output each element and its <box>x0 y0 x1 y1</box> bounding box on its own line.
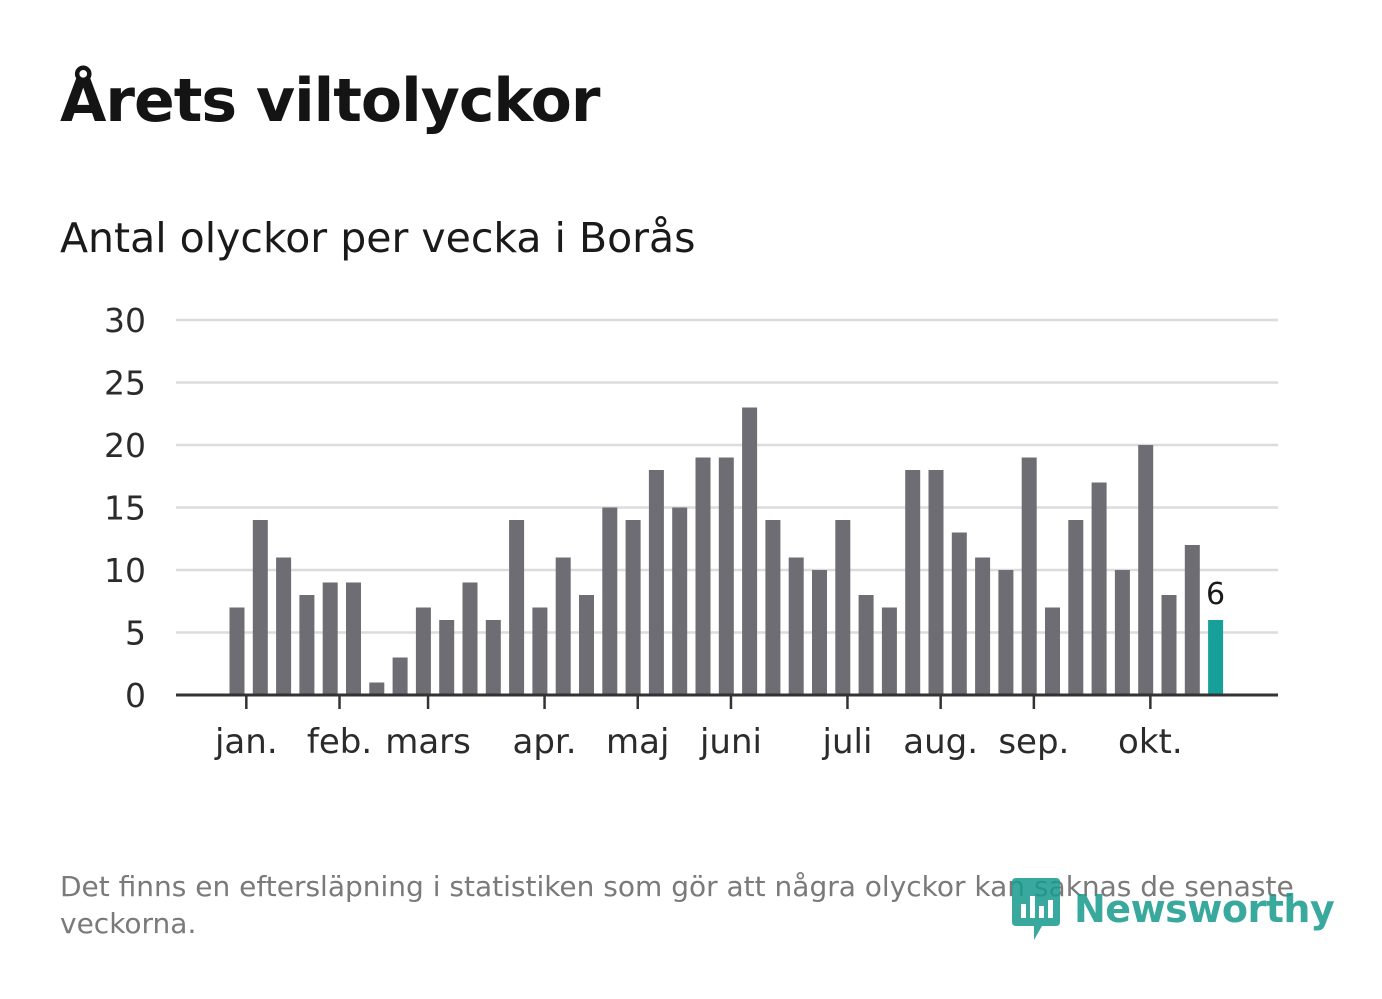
x-tick-label: aug. <box>903 722 978 762</box>
bar <box>672 507 688 695</box>
bar <box>835 520 851 695</box>
bar <box>718 457 734 695</box>
x-tick-label: juli <box>822 722 873 762</box>
bar <box>532 607 548 695</box>
bar <box>648 470 664 695</box>
newsworthy-logo-icon <box>1012 878 1060 940</box>
bar <box>439 620 455 695</box>
x-axis-ticks: jan. feb. mars apr. maj juni juli aug. sep. okt. <box>214 695 1183 762</box>
bar <box>485 620 501 695</box>
bar <box>998 570 1014 695</box>
chart-title: Årets viltolyckor <box>60 66 600 136</box>
bar <box>625 520 641 695</box>
chart-subtitle: Antal olyckor per vecka i Borås <box>60 214 696 262</box>
bar <box>788 557 804 695</box>
brand-name: Newsworthy <box>1074 887 1335 931</box>
bars <box>229 407 1224 695</box>
x-tick-label: okt. <box>1118 722 1183 762</box>
bar <box>299 595 315 695</box>
y-axis-ticks: 0 5 10 15 20 25 30 <box>104 301 146 715</box>
bar <box>579 595 594 695</box>
bar <box>602 507 618 695</box>
bar <box>928 470 944 695</box>
y-tick-label: 20 <box>104 426 146 465</box>
bar <box>346 582 361 695</box>
last-value-label: 6 <box>1206 577 1225 612</box>
bar <box>252 520 268 695</box>
y-tick-label: 5 <box>125 614 146 653</box>
bar <box>369 682 385 695</box>
bar <box>858 595 874 695</box>
data-labels: 6 <box>1206 577 1225 612</box>
bar <box>509 520 525 695</box>
bar <box>695 457 711 695</box>
x-tick-label: apr. <box>513 722 577 762</box>
bar <box>1138 445 1154 695</box>
bar <box>1184 545 1200 695</box>
bar <box>951 532 967 695</box>
x-tick-label: jan. <box>214 722 278 762</box>
bar <box>462 582 478 695</box>
bar <box>322 582 338 695</box>
bar-highlight <box>1208 620 1224 695</box>
bar <box>392 657 408 695</box>
y-tick-label: 10 <box>104 551 146 590</box>
bar <box>975 557 991 695</box>
bar <box>1045 607 1060 695</box>
x-tick-label: maj <box>606 722 669 762</box>
bar <box>742 407 758 695</box>
bar <box>1114 570 1130 695</box>
bar <box>1021 457 1037 695</box>
bar <box>905 470 921 695</box>
brand-logo: Newsworthy <box>1010 876 1335 942</box>
y-tick-label: 0 <box>125 676 146 715</box>
x-tick-label: mars <box>385 722 471 762</box>
bar <box>415 607 431 695</box>
footnote: Det finns en eftersläpning i statistiken… <box>60 870 1294 940</box>
y-tick-label: 25 <box>104 364 146 403</box>
bar <box>765 520 781 695</box>
bar <box>1091 482 1107 695</box>
x-tick-label: feb. <box>307 722 372 762</box>
bar <box>229 607 245 695</box>
bar <box>1161 595 1177 695</box>
bar <box>812 570 827 695</box>
y-tick-label: 15 <box>104 489 146 528</box>
bar <box>881 607 897 695</box>
bar <box>276 557 292 695</box>
x-tick-label: juni <box>699 722 762 762</box>
bar <box>555 557 571 695</box>
x-tick-label: sep. <box>998 722 1069 762</box>
y-tick-label: 30 <box>104 301 146 340</box>
bar <box>1068 520 1084 695</box>
